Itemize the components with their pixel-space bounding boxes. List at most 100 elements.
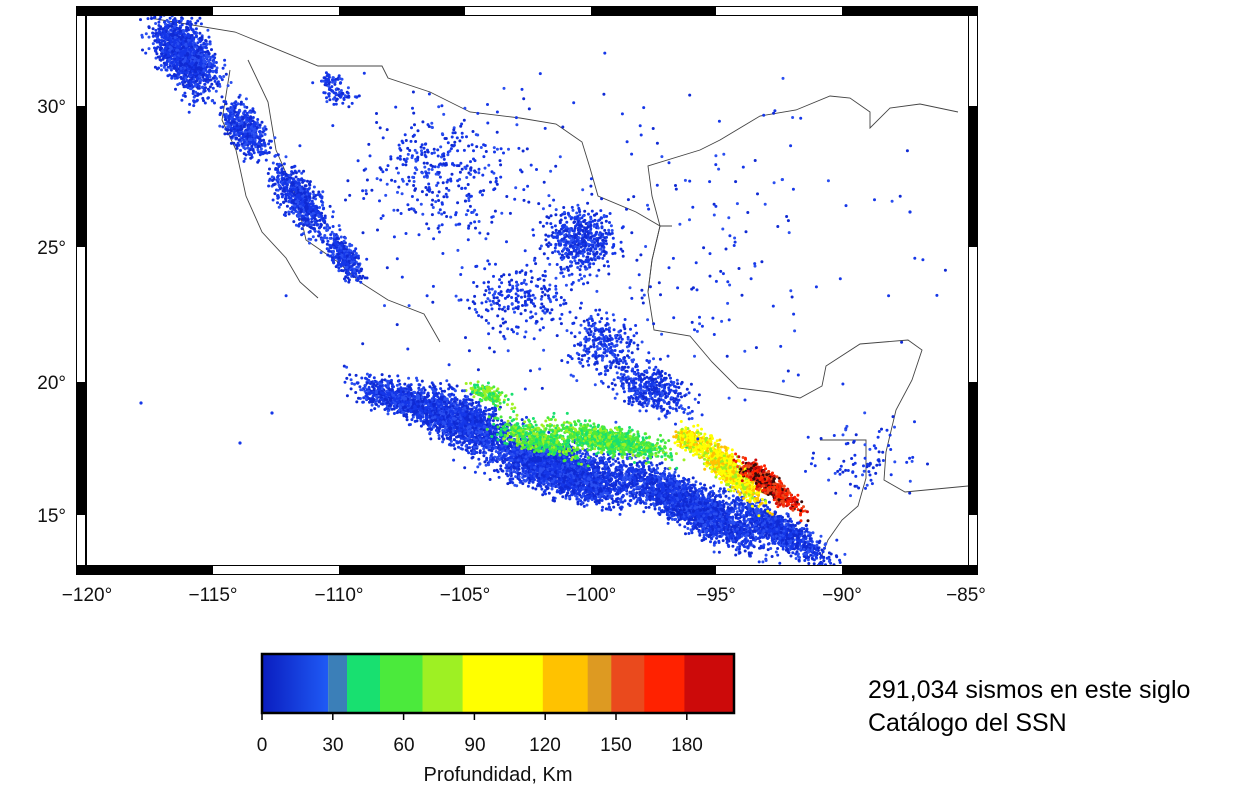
quake-point bbox=[223, 132, 227, 136]
quake-point bbox=[572, 241, 576, 245]
quake-point bbox=[460, 186, 464, 190]
quake-point bbox=[355, 95, 359, 99]
quake-point bbox=[467, 306, 471, 310]
quake-point bbox=[574, 316, 578, 320]
quake-point bbox=[348, 193, 352, 197]
quake-point bbox=[606, 349, 610, 353]
quake-point bbox=[192, 95, 196, 99]
quake-point bbox=[620, 337, 624, 341]
quake-point bbox=[597, 268, 601, 272]
quake-point bbox=[469, 160, 472, 164]
quake-point bbox=[484, 150, 488, 153]
quake-point bbox=[163, 40, 167, 44]
quake-point bbox=[486, 103, 489, 106]
quake-point bbox=[327, 249, 331, 253]
quake-point bbox=[581, 364, 585, 368]
quake-point bbox=[523, 335, 527, 339]
quake-point bbox=[211, 76, 215, 80]
quake-point bbox=[249, 138, 253, 142]
quake-point bbox=[173, 36, 177, 39]
quake-point bbox=[258, 140, 261, 144]
quake-point bbox=[299, 189, 303, 192]
quake-point bbox=[193, 31, 197, 35]
quake-point bbox=[565, 265, 569, 269]
quake-point bbox=[460, 167, 464, 171]
quake-point bbox=[618, 350, 622, 353]
quake-point bbox=[322, 236, 326, 240]
quake-point bbox=[498, 330, 502, 334]
quake-point bbox=[629, 338, 633, 342]
quake-point bbox=[601, 333, 605, 337]
quake-point bbox=[291, 171, 295, 175]
quake-point bbox=[470, 143, 474, 147]
quake-point bbox=[612, 243, 616, 246]
quake-point bbox=[260, 120, 264, 124]
quake-point bbox=[494, 176, 498, 180]
quake-point bbox=[263, 143, 267, 147]
quake-point bbox=[309, 237, 313, 241]
quake-point bbox=[548, 204, 552, 208]
quake-point bbox=[284, 155, 288, 159]
quake-point bbox=[244, 97, 248, 101]
quake-point bbox=[293, 164, 297, 168]
quake-point bbox=[349, 378, 353, 382]
quake-point bbox=[515, 332, 519, 336]
quake-point bbox=[227, 109, 231, 113]
quake-point bbox=[327, 94, 331, 98]
quake-point bbox=[528, 316, 532, 320]
quake-point bbox=[529, 310, 533, 314]
quake-point bbox=[614, 334, 617, 338]
quake-point bbox=[405, 182, 409, 186]
quake-point bbox=[437, 171, 441, 174]
quake-point bbox=[483, 144, 487, 147]
quake-point bbox=[185, 25, 189, 29]
quake-point bbox=[432, 151, 436, 155]
quake-point bbox=[355, 400, 359, 404]
quake-point bbox=[354, 391, 358, 394]
quake-point bbox=[459, 161, 463, 165]
quake-point bbox=[500, 211, 504, 215]
quake-point bbox=[214, 68, 218, 72]
quake-point bbox=[300, 200, 304, 204]
quake-point bbox=[199, 22, 203, 26]
quake-point bbox=[246, 117, 250, 121]
quake-point bbox=[576, 342, 580, 346]
quake-point bbox=[178, 26, 181, 30]
quake-point bbox=[602, 264, 606, 268]
quake-point bbox=[154, 22, 158, 25]
quake-point bbox=[379, 216, 383, 220]
quake-point bbox=[187, 56, 191, 60]
quake-point bbox=[588, 252, 592, 256]
quake-point bbox=[471, 130, 475, 133]
quake-point bbox=[243, 122, 247, 126]
quake-point bbox=[605, 242, 608, 246]
quake-point bbox=[590, 243, 594, 247]
quake-point bbox=[444, 163, 448, 167]
quake-point bbox=[218, 124, 222, 128]
quake-point bbox=[499, 175, 503, 179]
quake-point bbox=[619, 240, 623, 244]
quake-point bbox=[424, 142, 428, 146]
quake-point bbox=[267, 184, 271, 188]
quake-point bbox=[297, 182, 301, 186]
quake-point bbox=[510, 296, 514, 299]
quake-point bbox=[221, 66, 225, 70]
quake-point bbox=[227, 125, 230, 129]
quake-point bbox=[484, 300, 488, 304]
quake-point bbox=[239, 148, 242, 152]
quake-point bbox=[380, 378, 384, 382]
quake-point bbox=[535, 319, 538, 323]
quake-point bbox=[594, 356, 598, 359]
quake-point bbox=[384, 193, 388, 197]
quake-point bbox=[496, 302, 499, 305]
quake-point bbox=[201, 96, 205, 100]
quake-point bbox=[235, 115, 239, 119]
quake-point bbox=[569, 251, 573, 254]
quake-point bbox=[475, 310, 479, 314]
quake-point bbox=[203, 82, 207, 86]
quake-point bbox=[218, 84, 222, 88]
quake-point bbox=[583, 219, 587, 222]
quake-point bbox=[219, 111, 223, 115]
quake-point bbox=[246, 126, 250, 130]
quake-point bbox=[506, 349, 510, 353]
